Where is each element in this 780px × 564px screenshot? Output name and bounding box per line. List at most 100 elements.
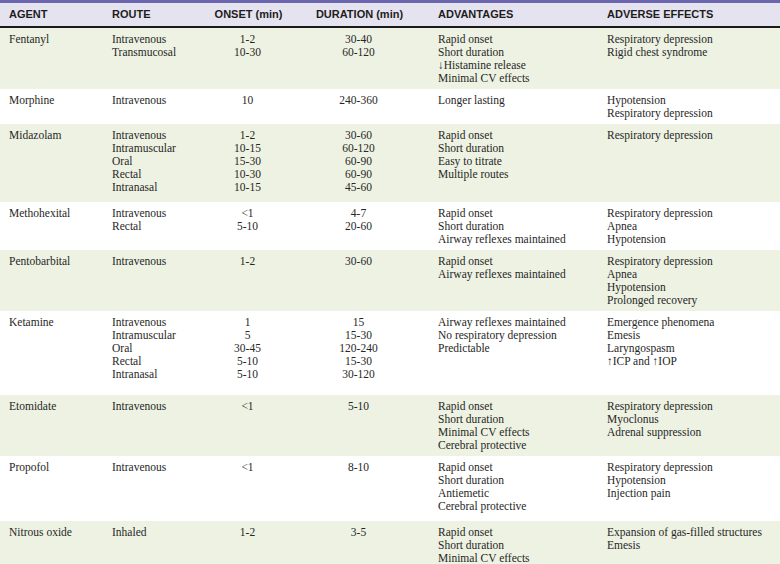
cell-duration: 1515-30120-24015-3030-120	[292, 311, 427, 395]
cell-duration: 8-10	[292, 456, 427, 521]
cell-line: Respiratory depression	[607, 207, 778, 220]
table-row: KetamineIntravenousIntramuscularOralRect…	[0, 311, 780, 395]
cell-line: Rapid onset	[438, 461, 595, 474]
cell-line: Minimal CV effects	[438, 552, 595, 564]
column-header-advantages: ADVANTAGES	[427, 3, 597, 27]
cell-adverse: Respiratory depressionRigid chest syndro…	[597, 27, 780, 89]
cell-line: 30-60	[292, 255, 425, 268]
cell-line: Oral	[112, 155, 203, 168]
cell-line: Respiratory depression	[607, 107, 778, 120]
cell-advantages: Rapid onsetShort durationMinimal CV effe…	[427, 395, 597, 456]
cell-duration: 5-10	[292, 395, 427, 456]
column-header-adverse-effects: ADVERSE EFFECTS	[597, 3, 780, 27]
cell-route: IntravenousIntramuscularOralRectalIntran…	[100, 124, 205, 202]
cell-line: Intranasal	[112, 368, 203, 381]
cell-line: Antiemetic	[438, 487, 595, 500]
cell-line: Myoclonus	[607, 413, 778, 426]
cell-adverse: HypotensionRespiratory depression	[597, 89, 780, 124]
cell-onset: 1-2	[205, 250, 292, 311]
cell-line: Prolonged recovery	[607, 294, 778, 307]
cell-line: Midazolam	[9, 129, 98, 142]
sedation-agents-page: AGENT ROUTE ONSET (min) DURATION (min) A…	[0, 0, 780, 564]
cell-line: Hypotension	[607, 474, 778, 487]
cell-line: Adrenal suppression	[607, 426, 778, 439]
cell-agent: Pentobarbital	[0, 250, 100, 311]
cell-line: <1	[205, 461, 290, 474]
cell-line: Intravenous	[112, 129, 203, 142]
cell-line: 5-10	[205, 220, 290, 233]
cell-line: 1	[205, 316, 290, 329]
cell-adverse: Emergence phenomenaEmesisLaryngospasm↑IC…	[597, 311, 780, 395]
cell-line: 1-2	[205, 255, 290, 268]
table-body: FentanylIntravenousTransmucosal1-210-303…	[0, 27, 780, 564]
cell-onset: 1530-455-105-10	[205, 311, 292, 395]
cell-route: Inhaled	[100, 521, 205, 564]
cell-line: Laryngospasm	[607, 342, 778, 355]
cell-line: Airway reflexes maintained	[438, 316, 595, 329]
cell-line: 5-10	[292, 400, 425, 413]
cell-line: 5-10	[205, 355, 290, 368]
cell-agent: Midazolam	[0, 124, 100, 202]
cell-line: Intravenous	[112, 316, 203, 329]
cell-advantages: Rapid onsetShort durationMinimal CV effe…	[427, 521, 597, 564]
cell-line: Multiple routes	[438, 168, 595, 181]
table-row: Nitrous oxideInhaled1-23-5Rapid onsetSho…	[0, 521, 780, 564]
cell-line: Short duration	[438, 142, 595, 155]
cell-line: Etomidate	[9, 400, 98, 413]
cell-advantages: Rapid onsetShort durationAntiemeticCereb…	[427, 456, 597, 521]
cell-line: 10-30	[205, 168, 290, 181]
cell-line: 1-2	[205, 33, 290, 46]
cell-line: Intravenous	[112, 255, 203, 268]
cell-duration: 30-60	[292, 250, 427, 311]
cell-line: Hypotension	[607, 233, 778, 246]
cell-adverse: Expansion of gas-filled structuresEmesis	[597, 521, 780, 564]
cell-line: 240-360	[292, 94, 425, 107]
cell-line: 15-30	[292, 355, 425, 368]
cell-line: ↑ICP and ↑IOP	[607, 355, 778, 368]
cell-agent: Ketamine	[0, 311, 100, 395]
cell-line: Emesis	[607, 539, 778, 552]
cell-line: <1	[205, 207, 290, 220]
cell-agent: Propofol	[0, 456, 100, 521]
cell-line: 10-15	[205, 181, 290, 194]
cell-line: Intramuscular	[112, 329, 203, 342]
cell-line: Short duration	[438, 539, 595, 552]
cell-agent: Etomidate	[0, 395, 100, 456]
cell-line: Rapid onset	[438, 400, 595, 413]
cell-onset: <1	[205, 456, 292, 521]
cell-advantages: Rapid onsetShort duration↓Histamine rele…	[427, 27, 597, 89]
cell-line: Short duration	[438, 474, 595, 487]
cell-adverse: Respiratory depression	[597, 124, 780, 202]
cell-line: 15-30	[205, 155, 290, 168]
cell-route: IntravenousIntramuscularOralRectalIntran…	[100, 311, 205, 395]
table-row: MethohexitalIntravenousRectal<15-104-720…	[0, 202, 780, 250]
cell-adverse: Respiratory depressionApneaHypotension	[597, 202, 780, 250]
cell-line: Intravenous	[112, 400, 203, 413]
cell-line: Hypotension	[607, 281, 778, 294]
cell-line: Rapid onset	[438, 255, 595, 268]
cell-line: 15-30	[292, 329, 425, 342]
cell-line: Short duration	[438, 46, 595, 59]
cell-adverse: Respiratory depressionMyoclonusAdrenal s…	[597, 395, 780, 456]
cell-line: No respiratory depression	[438, 329, 595, 342]
cell-line: Rectal	[112, 355, 203, 368]
cell-line: Respiratory depression	[607, 255, 778, 268]
cell-route: IntravenousRectal	[100, 202, 205, 250]
cell-line: 10	[205, 94, 290, 107]
column-header-agent: AGENT	[0, 3, 100, 27]
cell-line: Apnea	[607, 268, 778, 281]
column-header-route: ROUTE	[100, 3, 205, 27]
cell-duration: 4-720-60	[292, 202, 427, 250]
cell-line: Airway reflexes maintained	[438, 233, 595, 246]
table-row: MorphineIntravenous10240-360Longer lasti…	[0, 89, 780, 124]
cell-line: Intravenous	[112, 207, 203, 220]
cell-onset: 1-210-1515-3010-3010-15	[205, 124, 292, 202]
cell-line: 30-40	[292, 33, 425, 46]
cell-line: Intravenous	[112, 33, 203, 46]
cell-advantages: Rapid onsetShort durationEasy to titrate…	[427, 124, 597, 202]
cell-line: 5-10	[205, 368, 290, 381]
cell-line: Inhaled	[112, 526, 203, 539]
cell-route: IntravenousTransmucosal	[100, 27, 205, 89]
table-row: PropofolIntravenous<18-10Rapid onsetShor…	[0, 456, 780, 521]
table-row: Pentobarbital Intravenous1-230-60 Rapid on…	[0, 250, 780, 311]
